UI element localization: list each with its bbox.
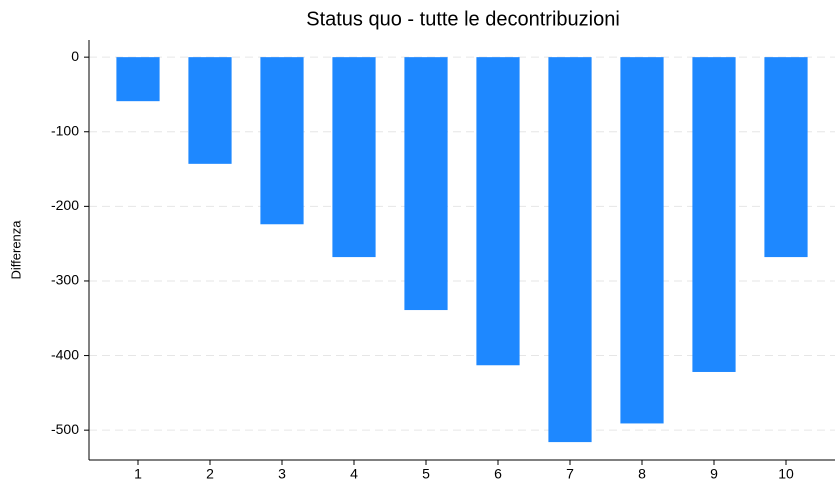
y-tick-label: -500	[51, 421, 79, 437]
y-tick-label: -200	[51, 197, 79, 213]
y-tick-label: -400	[51, 346, 79, 362]
x-tick-label: 5	[422, 466, 430, 482]
chart-title: Status quo - tutte le decontribuzioni	[306, 8, 620, 30]
bar	[116, 57, 160, 102]
y-tick-label: -300	[51, 272, 79, 288]
bar	[620, 57, 664, 424]
x-tick-label: 6	[494, 466, 502, 482]
bar	[764, 57, 808, 258]
x-tick-label: 2	[206, 466, 214, 482]
x-tick-label: 7	[566, 466, 574, 482]
x-tick-label: 1	[134, 466, 142, 482]
bar	[188, 57, 232, 164]
bar	[260, 57, 304, 225]
x-tick-label: 10	[778, 466, 794, 482]
bar	[332, 57, 376, 258]
bar	[404, 57, 448, 311]
x-tick-label: 4	[350, 466, 358, 482]
y-tick-label: 0	[71, 48, 79, 64]
x-tick-label: 8	[638, 466, 646, 482]
bar	[692, 57, 736, 372]
bar	[548, 57, 592, 443]
y-tick-label: -100	[51, 122, 79, 138]
x-tick-label: 3	[278, 466, 286, 482]
y-axis-label: Differenza	[8, 220, 23, 280]
bar	[476, 57, 520, 366]
x-tick-label: 9	[710, 466, 718, 482]
